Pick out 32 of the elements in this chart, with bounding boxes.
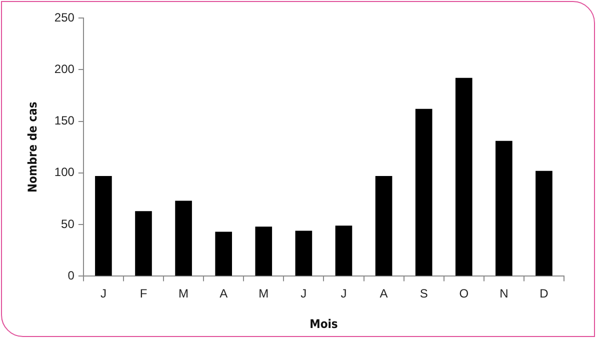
bar <box>415 108 432 276</box>
bar <box>536 170 552 276</box>
y-tick-label: 0 <box>68 268 75 283</box>
x-tick-label: N <box>500 286 508 301</box>
y-tick-label: 150 <box>54 114 75 128</box>
y-axis-title: Nombre de cas <box>25 102 40 192</box>
x-tick-label: D <box>540 286 549 301</box>
bar <box>215 232 232 276</box>
x-tick-label: S <box>420 286 428 301</box>
bar <box>95 176 112 276</box>
bar <box>135 211 152 276</box>
x-tick-label: J <box>100 286 106 301</box>
x-tick-label: F <box>140 286 148 301</box>
y-tick-label: 100 <box>54 165 75 180</box>
bar <box>175 200 192 276</box>
y-tick-label: 50 <box>61 216 75 231</box>
x-tick-label: A <box>380 286 388 301</box>
x-axis-title: Mois <box>310 316 338 331</box>
y-tick-label: 250 <box>54 10 75 24</box>
bar <box>295 230 312 276</box>
bar <box>255 226 272 276</box>
bar <box>455 78 472 276</box>
x-tick-label: A <box>220 286 228 301</box>
x-tick-label: M <box>178 286 189 301</box>
x-tick-label: O <box>459 286 469 301</box>
x-tick-label: J <box>340 286 347 301</box>
x-tick-label: J <box>300 286 307 301</box>
y-tick-label: 200 <box>54 62 75 76</box>
bar <box>375 176 392 276</box>
bar <box>496 140 512 276</box>
x-tick-label: M <box>258 286 269 301</box>
bar <box>335 226 352 276</box>
